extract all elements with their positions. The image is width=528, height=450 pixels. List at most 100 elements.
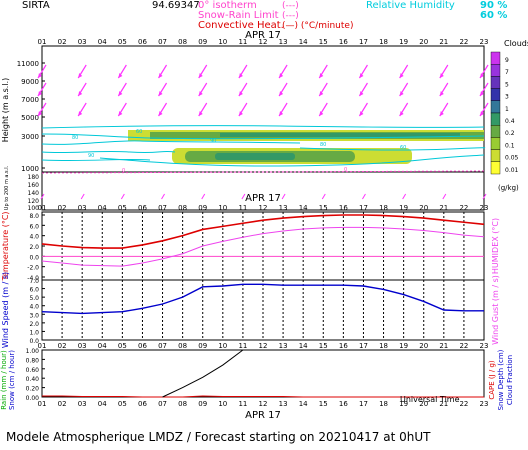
y-tick-label: 0.40: [26, 376, 40, 383]
axis-label: Height (m a.s.l.): [1, 78, 10, 143]
surface-wind-mark: [241, 193, 246, 200]
hour-tick-label: 21: [439, 342, 448, 350]
wind-arrow-head: [38, 91, 42, 96]
y-tick-label-low: 180: [28, 174, 40, 181]
y-tick-label: 2.0: [29, 321, 39, 328]
hour-tick-label: 04: [98, 204, 107, 212]
y-tick-label: 2.0: [29, 244, 39, 251]
hour-tick-label: 01: [38, 342, 47, 350]
date-label: APR 17: [245, 410, 281, 421]
temperature-panel: 01 02 03 04 05 06 07 08 09 10 11 12 13 14 15 16 17 18 19 20…: [1, 193, 500, 282]
hour-tick-label: 06: [138, 204, 147, 212]
wind-arrow-head: [279, 91, 284, 96]
hour-tick-label: 22: [459, 400, 468, 408]
y-tick-label: 0.0: [29, 338, 39, 345]
rh-contour: [41, 150, 176, 154]
hour-tick-label: 22: [459, 38, 468, 46]
hour-tick-label: 17: [359, 342, 368, 350]
cloud-scale-swatch: [490, 112, 501, 126]
hour-tick-label: 02: [58, 400, 67, 408]
hour-tick-label: 11: [238, 204, 247, 212]
hour-tick-label: 07: [158, 342, 167, 350]
axis-label: Temperature (°C): [1, 211, 10, 281]
hour-tick-label: 08: [178, 342, 187, 350]
hour-tick-label: 14: [299, 38, 308, 46]
hour-tick-label: 23: [480, 400, 489, 408]
wind-arrow-head: [359, 91, 364, 96]
hour-tick-label: 06: [138, 400, 147, 408]
y-tick-label: 4.0: [29, 304, 39, 311]
hour-tick-label: 09: [198, 204, 207, 212]
hour-tick-label: 19: [399, 400, 408, 408]
wind-arrow-head: [38, 73, 42, 78]
y-tick-label: 5.0: [29, 295, 39, 302]
hour-tick-label: 12: [259, 38, 268, 46]
wind-arrow-head: [480, 91, 484, 96]
axis-label: Rain (mm / hour): [0, 350, 8, 410]
wind-arrow-head: [198, 73, 203, 78]
hour-tick-label: 15: [319, 38, 328, 46]
rh-contour-label: 60: [136, 129, 142, 135]
wind-arrow-head: [480, 111, 484, 116]
hour-tick-label: 11: [238, 38, 247, 46]
cloud-band-upper-dense: [220, 133, 460, 137]
y-tick-label: 7000: [21, 96, 39, 104]
legend-line: (—) (°C/minute): [282, 21, 353, 31]
wind-arrow: [238, 64, 248, 79]
hour-tick-label: 09: [198, 342, 207, 350]
wind-arrow-head: [279, 73, 284, 78]
hour-tick-label: 18: [379, 342, 388, 350]
hour-tick-label: 06: [138, 38, 147, 46]
surface-wind-mark: [80, 193, 85, 200]
wind-arrow-head: [78, 91, 83, 96]
wind-arrow-head: [319, 111, 324, 116]
isotherm-label: 0: [122, 168, 125, 174]
legend-left: 0° isotherm (---)Snow-Rain Limit (---)Conv…: [198, 0, 353, 31]
cloud-scale-label: 0.01: [505, 167, 519, 174]
wind-arrow-head: [480, 73, 484, 78]
cloud-scale-label: 0.4: [505, 118, 515, 125]
cloud-scale-label: 0.2: [505, 130, 515, 137]
wind-arrow: [77, 102, 87, 117]
axis-label: CAPE (J / g): [488, 360, 496, 400]
surface-wind-mark: [402, 193, 407, 200]
wind-arrow: [37, 64, 47, 79]
y-tick-label: 9000: [21, 78, 39, 86]
hour-tick-label: 12: [259, 400, 268, 408]
legend-line: (---): [282, 11, 299, 21]
wind-arrow: [77, 64, 87, 79]
axis-label: HUMIDEX (°C): [491, 218, 500, 274]
hour-tick-label: 01: [38, 400, 47, 408]
plot-frame: [41, 45, 485, 211]
wind-arrow-head: [238, 91, 243, 96]
hour-tick-label: 23: [480, 342, 489, 350]
hour-tick-label: 14: [299, 342, 308, 350]
rh-legend-label: Relative Humidity: [366, 0, 455, 11]
hour-tick-label: 13: [279, 400, 288, 408]
series-line-rain: [42, 395, 484, 398]
cloud-scale-swatch: [490, 161, 501, 175]
wind-arrow-head: [78, 111, 83, 116]
rh-contour-label: 90: [210, 138, 216, 144]
wind-arrow: [278, 82, 288, 97]
wind-arrow-head: [399, 91, 404, 96]
hour-tick-label: 12: [259, 204, 268, 212]
y-tick-label: 11000: [17, 60, 39, 68]
hour-tick-label: 11: [238, 342, 247, 350]
y-tick-label: -4.0: [27, 275, 39, 282]
rh-contour: [41, 158, 151, 162]
coordinates: 94.69347: [152, 0, 200, 11]
surface-wind-mark: [281, 193, 286, 200]
wind-arrow-head: [38, 111, 42, 116]
hour-tick-label: 08: [178, 38, 187, 46]
hour-tick-label: 08: [178, 204, 187, 212]
wind-arrow: [479, 82, 489, 97]
y-tick-label: -2.0: [27, 265, 39, 272]
hour-tick-label: 05: [118, 38, 127, 46]
axis-label: Up to 200 m a.s.l.: [4, 165, 10, 210]
hour-tick-label: 02: [58, 342, 67, 350]
wind-arrow: [117, 64, 127, 79]
wind-arrow: [318, 102, 328, 117]
wind-arrow: [399, 82, 409, 97]
wind-arrow-head: [359, 111, 364, 116]
